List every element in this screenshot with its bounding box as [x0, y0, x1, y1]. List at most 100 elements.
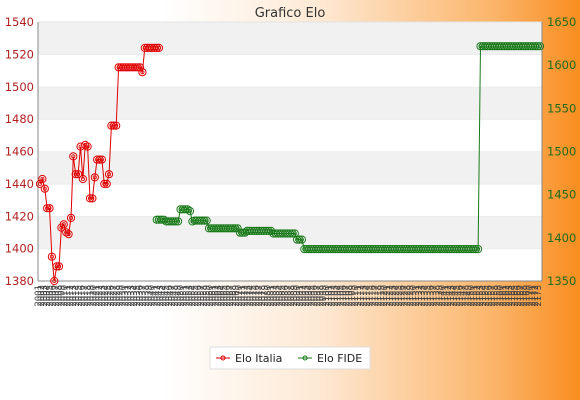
- grid-band: [38, 216, 542, 249]
- data-point: [202, 216, 211, 225]
- x-tick-label: 2158: [490, 285, 500, 307]
- x-tick-label: 2012: [66, 285, 76, 307]
- x-tick-label: 2121: [383, 285, 393, 307]
- x-tick-label: 2143: [447, 285, 457, 307]
- x-tick-label: 2110: [351, 285, 361, 307]
- x-tick-label: 2142: [444, 285, 454, 307]
- x-tick-label: 2090: [293, 285, 303, 307]
- x-tick-label: 2100: [322, 285, 332, 307]
- data-point-inner: [80, 176, 85, 181]
- y-right-tick-label: 1500: [547, 145, 576, 159]
- data-point: [88, 194, 97, 203]
- x-tick-label: 2061: [208, 285, 218, 307]
- x-tick-label: 2170: [525, 285, 535, 307]
- data-point-inner: [66, 232, 71, 237]
- x-tick-label: 2001: [34, 285, 44, 307]
- y-left-tick-label: 1400: [5, 242, 34, 256]
- y-left-tick-label: 1520: [5, 47, 34, 61]
- data-point: [78, 174, 88, 184]
- x-tick-label: 2115: [365, 285, 375, 307]
- x-tick-label: 2122: [386, 285, 396, 307]
- x-tick-label: 2162: [502, 285, 512, 307]
- x-tick-label: 2008: [54, 285, 64, 307]
- x-tick-label: 2053: [185, 285, 195, 307]
- x-tick-label: 2072: [240, 285, 250, 307]
- x-tick-label: 2073: [243, 285, 253, 307]
- x-tick-label: 2127: [400, 285, 410, 307]
- x-tick-label: 2173: [534, 285, 544, 307]
- data-point: [233, 224, 242, 233]
- x-tick-label: 2165: [511, 285, 521, 307]
- x-tick-label: 2058: [200, 285, 210, 307]
- x-tick-label: 2149: [464, 285, 474, 307]
- data-point-inner: [187, 209, 192, 214]
- data-point: [107, 121, 116, 130]
- y-left-tick-label: 1380: [5, 274, 34, 288]
- x-tick-label: 2138: [432, 285, 442, 307]
- x-tick-label: 2046: [165, 285, 175, 307]
- x-tick-label: 2036: [136, 285, 146, 307]
- data-point-inner: [176, 219, 181, 224]
- x-tick-label: 2047: [168, 285, 178, 307]
- x-tick-label: 2124: [392, 285, 402, 307]
- series-elo-italia: [35, 43, 164, 286]
- data-point: [174, 217, 183, 226]
- x-tick-label: 2064: [217, 285, 227, 307]
- data-point: [71, 170, 80, 179]
- x-tick-label: 2145: [453, 285, 463, 307]
- x-tick-label: 2159: [493, 285, 503, 307]
- x-tick-label: 2118: [374, 285, 384, 307]
- x-tick-label: 2167: [517, 285, 527, 307]
- x-tick-label: 2026: [107, 285, 117, 307]
- data-point: [47, 252, 57, 261]
- data-point-inner: [42, 186, 47, 191]
- x-tick-label: 2027: [110, 285, 120, 307]
- y-right-tick-label: 1550: [547, 101, 576, 115]
- legend: Elo Italia Elo FIDE: [209, 346, 371, 370]
- x-tick-label: 2106: [339, 285, 349, 307]
- x-tick-label: 2066: [223, 285, 233, 307]
- x-tick-label: 2113: [360, 285, 370, 307]
- x-tick-label: 2025: [104, 285, 114, 307]
- grid-band: [38, 151, 542, 184]
- x-tick-label: 2094: [304, 285, 314, 307]
- data-point: [62, 228, 71, 237]
- x-tick-label: 2139: [435, 285, 445, 307]
- data-point-inner: [85, 144, 90, 149]
- data-point: [231, 224, 240, 233]
- data-point: [138, 68, 147, 77]
- x-tick-label: 2156: [485, 285, 495, 307]
- x-tick-label: 2060: [206, 285, 216, 307]
- data-point-inner: [40, 176, 45, 181]
- x-tick-label: 2057: [197, 285, 207, 307]
- data-point-inner: [47, 206, 52, 211]
- data-point: [171, 217, 180, 226]
- data-point: [135, 63, 145, 72]
- x-tick-label: 2068: [229, 285, 239, 307]
- data-point: [54, 262, 64, 271]
- data-point-inner: [156, 45, 161, 50]
- data-point: [66, 213, 76, 222]
- x-tick-label: 2029: [115, 285, 125, 307]
- x-tick-label: 2014: [72, 285, 82, 307]
- data-point: [50, 276, 59, 286]
- data-point-inner: [299, 237, 304, 242]
- x-tick-label: 2020: [89, 285, 99, 307]
- legend-label-elo-italia: Elo Italia: [235, 352, 282, 365]
- x-tick-label: 2050: [176, 285, 186, 307]
- x-tick-label: 2081: [267, 285, 277, 307]
- x-tick-label: 2097: [313, 285, 323, 307]
- x-tick-label: 2070: [235, 285, 245, 307]
- x-tick-label: 2023: [98, 285, 108, 307]
- x-tick-label: 2044: [159, 285, 169, 307]
- x-tick-label: 2006: [49, 285, 59, 307]
- x-tick-label: 2164: [508, 285, 518, 307]
- data-point-inner: [49, 254, 54, 259]
- x-tick-label: 2144: [450, 285, 460, 307]
- data-point-inner: [538, 44, 543, 49]
- data-point: [181, 205, 190, 214]
- x-tick-label: 2051: [179, 285, 189, 307]
- x-tick-label: 2042: [153, 285, 163, 307]
- x-tick-label: 2084: [275, 285, 285, 307]
